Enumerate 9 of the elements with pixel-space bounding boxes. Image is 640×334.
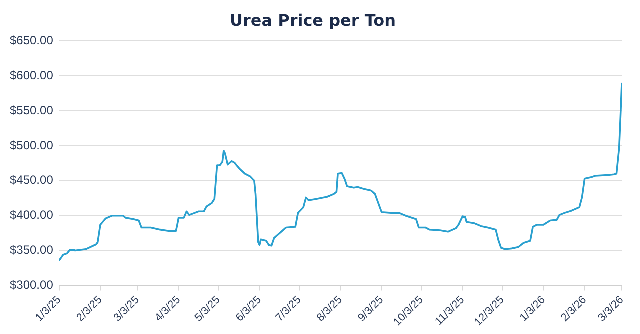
y-tick-label: $600.00	[10, 68, 54, 82]
y-tick-label: $400.00	[10, 208, 54, 222]
y-tick-label: $650.00	[10, 34, 54, 48]
chart-title: Urea Price per Ton	[230, 10, 396, 30]
y-tick-label: $450.00	[10, 173, 54, 188]
y-tick-label: $300.00	[10, 278, 54, 292]
y-tick-label: $550.00	[10, 103, 54, 118]
y-tick-label: $500.00	[10, 138, 54, 152]
y-tick-label: $350.00	[10, 243, 54, 258]
